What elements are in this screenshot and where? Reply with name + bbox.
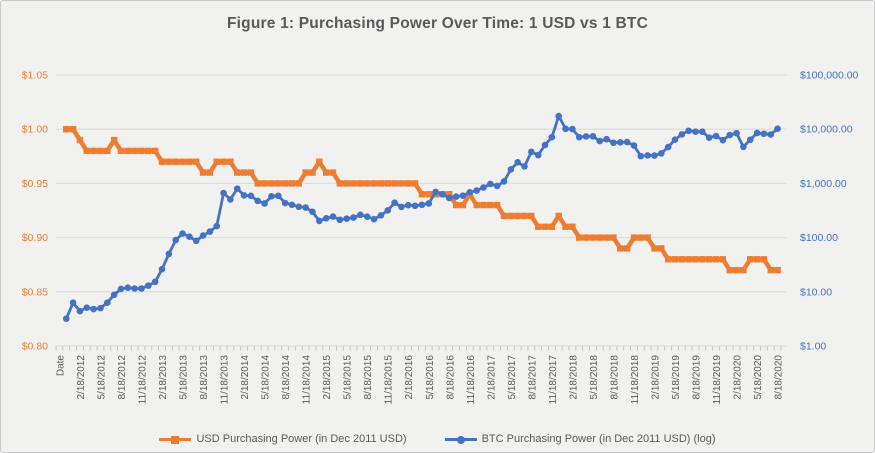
btc-line-circle-marker-icon [444,435,477,444]
svg-text:11/18/2012: 11/18/2012 [137,355,148,405]
svg-text:8/18/2017: 8/18/2017 [527,355,538,400]
svg-text:$0.85: $0.85 [22,286,48,298]
svg-text:2/18/2015: 2/18/2015 [322,355,333,400]
svg-text:2/18/2014: 2/18/2014 [240,355,251,400]
svg-text:5/18/2020: 5/18/2020 [753,355,764,400]
legend: USD Purchasing Power (in Dec 2011 USD) B… [1,433,874,445]
svg-text:11/18/2018: 11/18/2018 [630,355,641,405]
svg-text:$10,000.00: $10,000.00 [800,124,853,136]
svg-text:5/18/2016: 5/18/2016 [425,355,436,400]
svg-text:8/18/2016: 8/18/2016 [445,355,456,400]
svg-text:$1.00: $1.00 [800,341,826,353]
svg-text:2/18/2017: 2/18/2017 [486,355,497,400]
svg-text:5/18/2019: 5/18/2019 [671,355,682,400]
svg-text:5/18/2013: 5/18/2013 [179,355,190,400]
left-axis-labels: $1.05 $1.00 $0.95 $0.90 $0.85 $0.80 [22,70,48,353]
svg-text:5/18/2015: 5/18/2015 [343,355,354,400]
svg-text:8/18/2014: 8/18/2014 [281,355,292,400]
usd-line-square-marker-icon [159,435,192,444]
svg-text:11/18/2019: 11/18/2019 [712,355,723,405]
svg-text:11/18/2014: 11/18/2014 [302,355,313,405]
svg-text:Date: Date [55,355,66,377]
svg-text:5/18/2017: 5/18/2017 [507,355,518,400]
svg-text:$1.05: $1.05 [22,70,48,82]
svg-text:$0.80: $0.80 [22,341,48,353]
svg-text:5/18/2018: 5/18/2018 [589,355,600,400]
svg-text:8/18/2019: 8/18/2019 [692,355,703,400]
usd-series [63,126,781,274]
svg-text:8/18/2018: 8/18/2018 [609,355,620,400]
svg-text:8/18/2020: 8/18/2020 [774,355,785,400]
legend-label-btc: BTC Purchasing Power (in Dec 2011 USD) (… [481,433,716,445]
x-axis-ticks [55,346,782,351]
svg-text:5/18/2014: 5/18/2014 [261,355,272,400]
svg-text:8/18/2015: 8/18/2015 [363,355,374,400]
svg-text:$100.00: $100.00 [800,232,838,244]
svg-text:2/18/2018: 2/18/2018 [568,355,579,400]
svg-text:11/18/2017: 11/18/2017 [548,355,559,405]
svg-text:2/18/2012: 2/18/2012 [76,355,87,400]
svg-text:2/18/2019: 2/18/2019 [650,355,661,400]
svg-text:$1,000.00: $1,000.00 [800,178,847,190]
svg-text:5/18/2012: 5/18/2012 [96,355,107,400]
svg-text:8/18/2012: 8/18/2012 [117,355,128,400]
svg-text:$0.90: $0.90 [22,232,48,244]
svg-text:2/18/2016: 2/18/2016 [404,355,415,400]
x-axis-labels: Date 2/18/2012 5/18/2012 8/18/2012 11/18/201… [55,355,784,405]
legend-label-usd: USD Purchasing Power (in Dec 2011 USD) [196,433,407,445]
svg-text:2/18/2013: 2/18/2013 [158,355,169,400]
gridlines [56,74,787,347]
svg-text:$0.95: $0.95 [22,178,48,190]
legend-item-usd: USD Purchasing Power (in Dec 2011 USD) [159,433,407,445]
btc-series [62,112,781,322]
right-axis-labels: $100,000.00 $10,000.00 $1,000.00 $100.00 $10… [800,70,859,353]
chart-title: Figure 1: Purchasing Power Over Time: 1 … [227,15,648,32]
svg-text:8/18/2013: 8/18/2013 [199,355,210,400]
svg-text:11/18/2016: 11/18/2016 [466,355,477,405]
svg-text:$1.00: $1.00 [22,124,48,136]
svg-text:$10.00: $10.00 [800,286,832,298]
legend-item-btc: BTC Purchasing Power (in Dec 2011 USD) (… [444,433,716,445]
svg-text:11/18/2015: 11/18/2015 [384,355,395,405]
svg-text:$100,000.00: $100,000.00 [800,70,859,82]
svg-text:11/18/2013: 11/18/2013 [220,355,231,405]
svg-text:2/18/2020: 2/18/2020 [733,355,744,400]
